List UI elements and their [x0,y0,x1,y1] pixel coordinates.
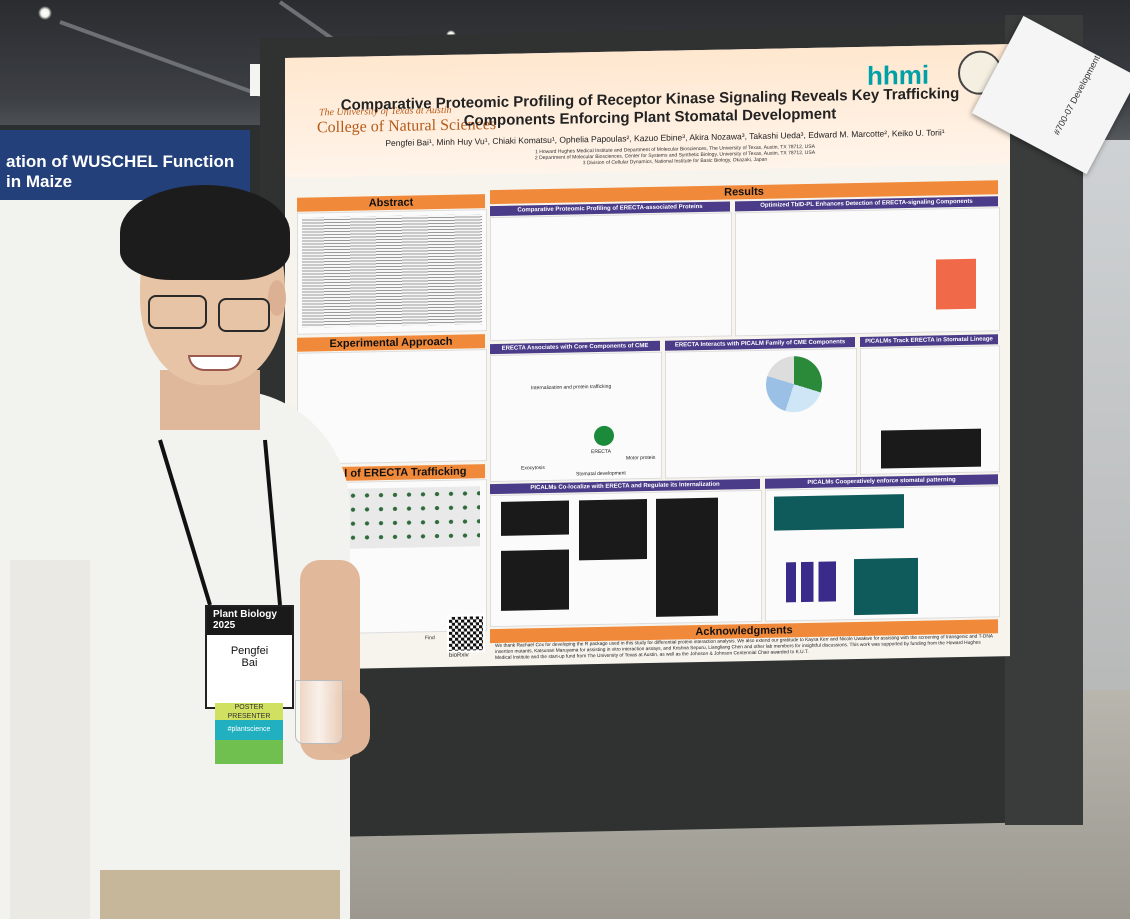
microscopy-image [656,497,718,617]
glasses-icon [218,298,270,332]
network-label: ERECTA [591,448,611,456]
pie-figure [766,355,822,413]
poster-affiliations: 1 Howard Hughes Medical Institute and De… [435,142,915,169]
ceiling-truss [59,20,268,100]
heatmap [936,258,976,310]
badge-header: Plant Biology 2025 [207,607,292,635]
ceiling-light [38,6,52,20]
figure-panel [735,207,1000,337]
name-badge: Plant Biology 2025 Pengfei Bai [205,605,294,709]
network-label: Internalization and protein trafficking [531,383,612,392]
lanyard [158,439,282,606]
presenter-ribbon: POSTER PRESENTER [215,703,283,721]
badge-last-name: Bai [241,657,258,669]
network-label: Exocytosis [521,465,545,472]
bar-figure [786,561,836,603]
person-pants [100,870,340,919]
left-poster-title: ation of WUSCHEL Function in Maize [6,152,235,191]
glasses-icon [148,295,207,329]
badge-logo: Plant Biology 2025 [213,609,277,631]
figure-panel [490,489,762,628]
microscopy-image [501,549,569,611]
microscopy-image [579,499,647,561]
qr-code-label: bioRxiv [449,652,469,659]
network-label: Stomatal development [576,470,626,478]
erecta-node [594,425,614,447]
qr-code[interactable] [447,614,485,653]
microscopy-image [854,557,918,616]
badge-ribbon [215,740,283,764]
abstract-text-lines [302,214,482,328]
person-left-arm [10,560,90,919]
poster-header: The University of Texas at Austin Colleg… [285,44,1010,179]
figure-panel [665,348,857,479]
figure-panel [765,485,1000,622]
microscopy-image [501,500,569,536]
microscopy-image [774,494,904,531]
research-poster: The University of Texas at Austin Colleg… [285,44,1010,671]
pinned-note-text: #700-07 Development [1051,53,1102,137]
figure-panel [860,345,1000,475]
network-label: Motor protein [626,454,656,462]
abstract-text-block [297,209,487,335]
figure-panel [490,212,732,342]
person-ear [268,280,286,316]
microscopy-grid [881,428,981,469]
person-smile [188,355,242,371]
hashtag-ribbon: #plantscience [215,720,283,740]
person-hair [120,185,290,280]
poster-title: Comparative Proteomic Profiling of Recep… [340,85,960,130]
plastic-cup [295,680,343,744]
qr-find-label: Find [425,635,435,642]
badge-first-name: Pengfei [230,645,269,657]
badge-name: Pengfei Bai [207,645,292,669]
network-figure: Internalization and protein trafficking … [490,351,662,483]
